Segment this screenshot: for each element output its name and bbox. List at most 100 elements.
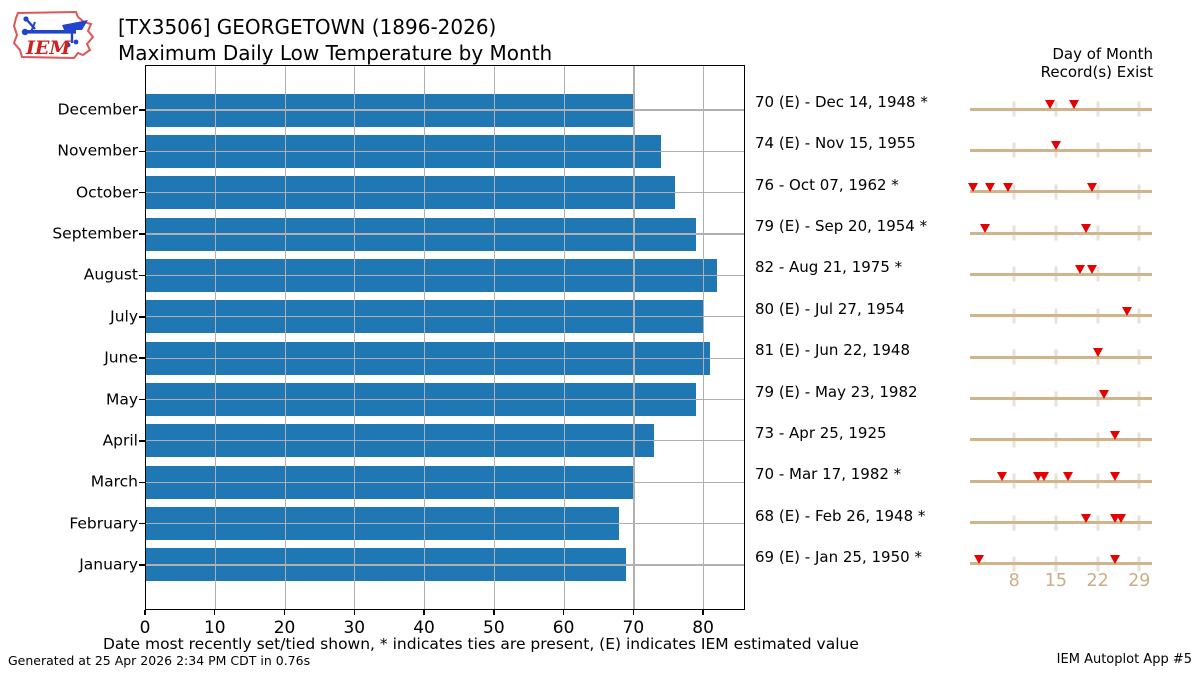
record-day-marker-june-22 — [1092, 348, 1103, 358]
gridline-x-20 — [284, 65, 286, 610]
xtick-label-60: 60 — [552, 618, 575, 638]
record-label-july: 80 (E) - Jul 27, 1954 — [755, 299, 905, 318]
timeline-january — [970, 562, 1152, 566]
gridline-x-60 — [563, 65, 565, 610]
record-day-marker-october-21 — [1086, 182, 1097, 192]
timeline-april — [970, 438, 1152, 442]
ytick-mark-february — [139, 522, 145, 525]
record-day-marker-october-1 — [967, 182, 978, 192]
chart-caption: Date most recently set/tied shown, * ind… — [103, 635, 859, 653]
record-day-marker-july-27 — [1122, 306, 1133, 316]
record-day-marker-september-20 — [1080, 224, 1091, 234]
gridline-y-january — [145, 564, 745, 566]
record-label-may: 79 (E) - May 23, 1982 — [755, 382, 918, 401]
record-day-marker-february-26 — [1116, 513, 1127, 523]
ytick-mark-september — [139, 233, 145, 235]
record-label-january: 69 (E) - Jan 25, 1950 * — [755, 547, 922, 566]
ytick-label-november: November — [57, 141, 138, 160]
iem-logo-text: IEM — [25, 37, 71, 59]
gridline-x-10 — [214, 65, 216, 610]
xtick-mark-40 — [423, 610, 425, 615]
ytick-label-june: June — [104, 348, 138, 367]
record-label-october: 76 - Oct 07, 1962 * — [755, 175, 899, 194]
gridline-y-april — [145, 440, 745, 442]
gridline-y-july — [145, 316, 745, 318]
weather-vane-icon — [21, 16, 88, 48]
record-day-marker-december-14 — [1044, 100, 1055, 109]
record-day-marker-august-21 — [1086, 265, 1097, 275]
xtick-label-80: 80 — [692, 618, 714, 638]
day-axis-label-8: 8 — [1008, 570, 1020, 591]
title-line-2: Maximum Daily Low Temperature by Month — [118, 41, 553, 65]
record-day-marker-april-25 — [1110, 430, 1121, 440]
record-label-december: 70 (E) - Dec 14, 1948 * — [755, 93, 928, 111]
xtick-mark-0 — [144, 610, 146, 615]
ytick-label-may: May — [105, 390, 138, 409]
record-label-march: 70 - Mar 17, 1982 * — [755, 465, 902, 484]
ytick-mark-november — [139, 150, 145, 153]
timeline-november — [970, 148, 1152, 152]
day-of-month-header-line2: Record(s) Exist — [1040, 62, 1153, 81]
xtick-label-30: 30 — [343, 618, 366, 638]
xtick-mark-60 — [562, 610, 565, 615]
ytick-label-september: September — [52, 224, 138, 243]
record-day-marker-march-13 — [1039, 472, 1050, 482]
ytick-mark-august — [139, 274, 145, 277]
ytick-mark-april — [139, 440, 145, 442]
record-label-april: 73 - Apr 25, 1925 — [755, 423, 887, 442]
xtick-label-40: 40 — [413, 618, 435, 638]
record-day-marker-february-25 — [1110, 513, 1121, 523]
xtick-label-10: 10 — [203, 618, 226, 638]
record-day-marker-january-2 — [973, 554, 984, 564]
record-day-marker-february-20 — [1080, 513, 1091, 523]
gridline-x-70 — [633, 65, 635, 610]
day-axis-label-15: 15 — [1044, 570, 1068, 591]
record-label-june: 81 (E) - Jun 22, 1948 — [755, 341, 910, 360]
gridline-y-october — [145, 192, 745, 194]
gridline-y-june — [145, 357, 745, 359]
record-label-september: 79 (E) - Sep 20, 1954 * — [755, 217, 928, 236]
timeline-december — [970, 107, 1152, 111]
xtick-label-50: 50 — [483, 618, 505, 638]
gridline-x-80 — [703, 65, 705, 610]
generated-timestamp: Generated at 25 Apr 2026 2:34 PM CDT in … — [8, 653, 311, 668]
page-title: [TX3506] GEORGETOWN (1896-2026) Maximum … — [118, 14, 552, 66]
record-day-marker-october-7 — [1003, 182, 1014, 192]
record-day-marker-november-15 — [1050, 141, 1061, 151]
record-day-marker-march-12 — [1033, 472, 1044, 482]
ytick-label-december: December — [57, 100, 138, 119]
xtick-mark-20 — [283, 610, 286, 615]
record-day-marker-march-25 — [1110, 472, 1121, 482]
bar-chart-plot-area — [145, 65, 745, 610]
record-day-marker-may-23 — [1098, 389, 1109, 399]
record-day-marker-august-19 — [1074, 265, 1085, 275]
xtick-label-70: 70 — [622, 618, 645, 638]
timeline-september — [970, 231, 1152, 235]
ytick-mark-june — [139, 357, 145, 359]
record-day-marker-march-17 — [1062, 472, 1073, 482]
day-axis-label-29: 29 — [1128, 570, 1151, 591]
gridline-y-december — [145, 109, 745, 111]
timeline-july — [970, 314, 1152, 318]
ytick-label-february: February — [69, 514, 138, 533]
timeline-october — [970, 190, 1152, 194]
gridline-y-august — [145, 274, 745, 277]
record-day-marker-december-18 — [1068, 100, 1079, 109]
xtick-mark-80 — [702, 610, 704, 615]
gridline-x-40 — [424, 65, 426, 610]
ytick-label-january: January — [79, 555, 138, 574]
title-line-1: [TX3506] GEORGETOWN (1896-2026) — [118, 15, 497, 39]
gridline-y-march — [145, 481, 745, 483]
gridline-x-50 — [493, 65, 496, 610]
ytick-label-april: April — [102, 431, 138, 450]
ytick-label-july: July — [110, 307, 138, 326]
day-of-month-header: Day of Month Record(s) Exist — [953, 45, 1153, 81]
gridline-y-november — [145, 150, 745, 152]
record-day-marker-january-25 — [1110, 554, 1121, 564]
timeline-march — [970, 479, 1152, 483]
ytick-label-march: March — [90, 472, 138, 491]
gridline-y-september — [145, 233, 745, 235]
record-day-marker-march-6 — [997, 472, 1008, 482]
app-credit: IEM Autoplot App #5 — [1056, 652, 1192, 667]
